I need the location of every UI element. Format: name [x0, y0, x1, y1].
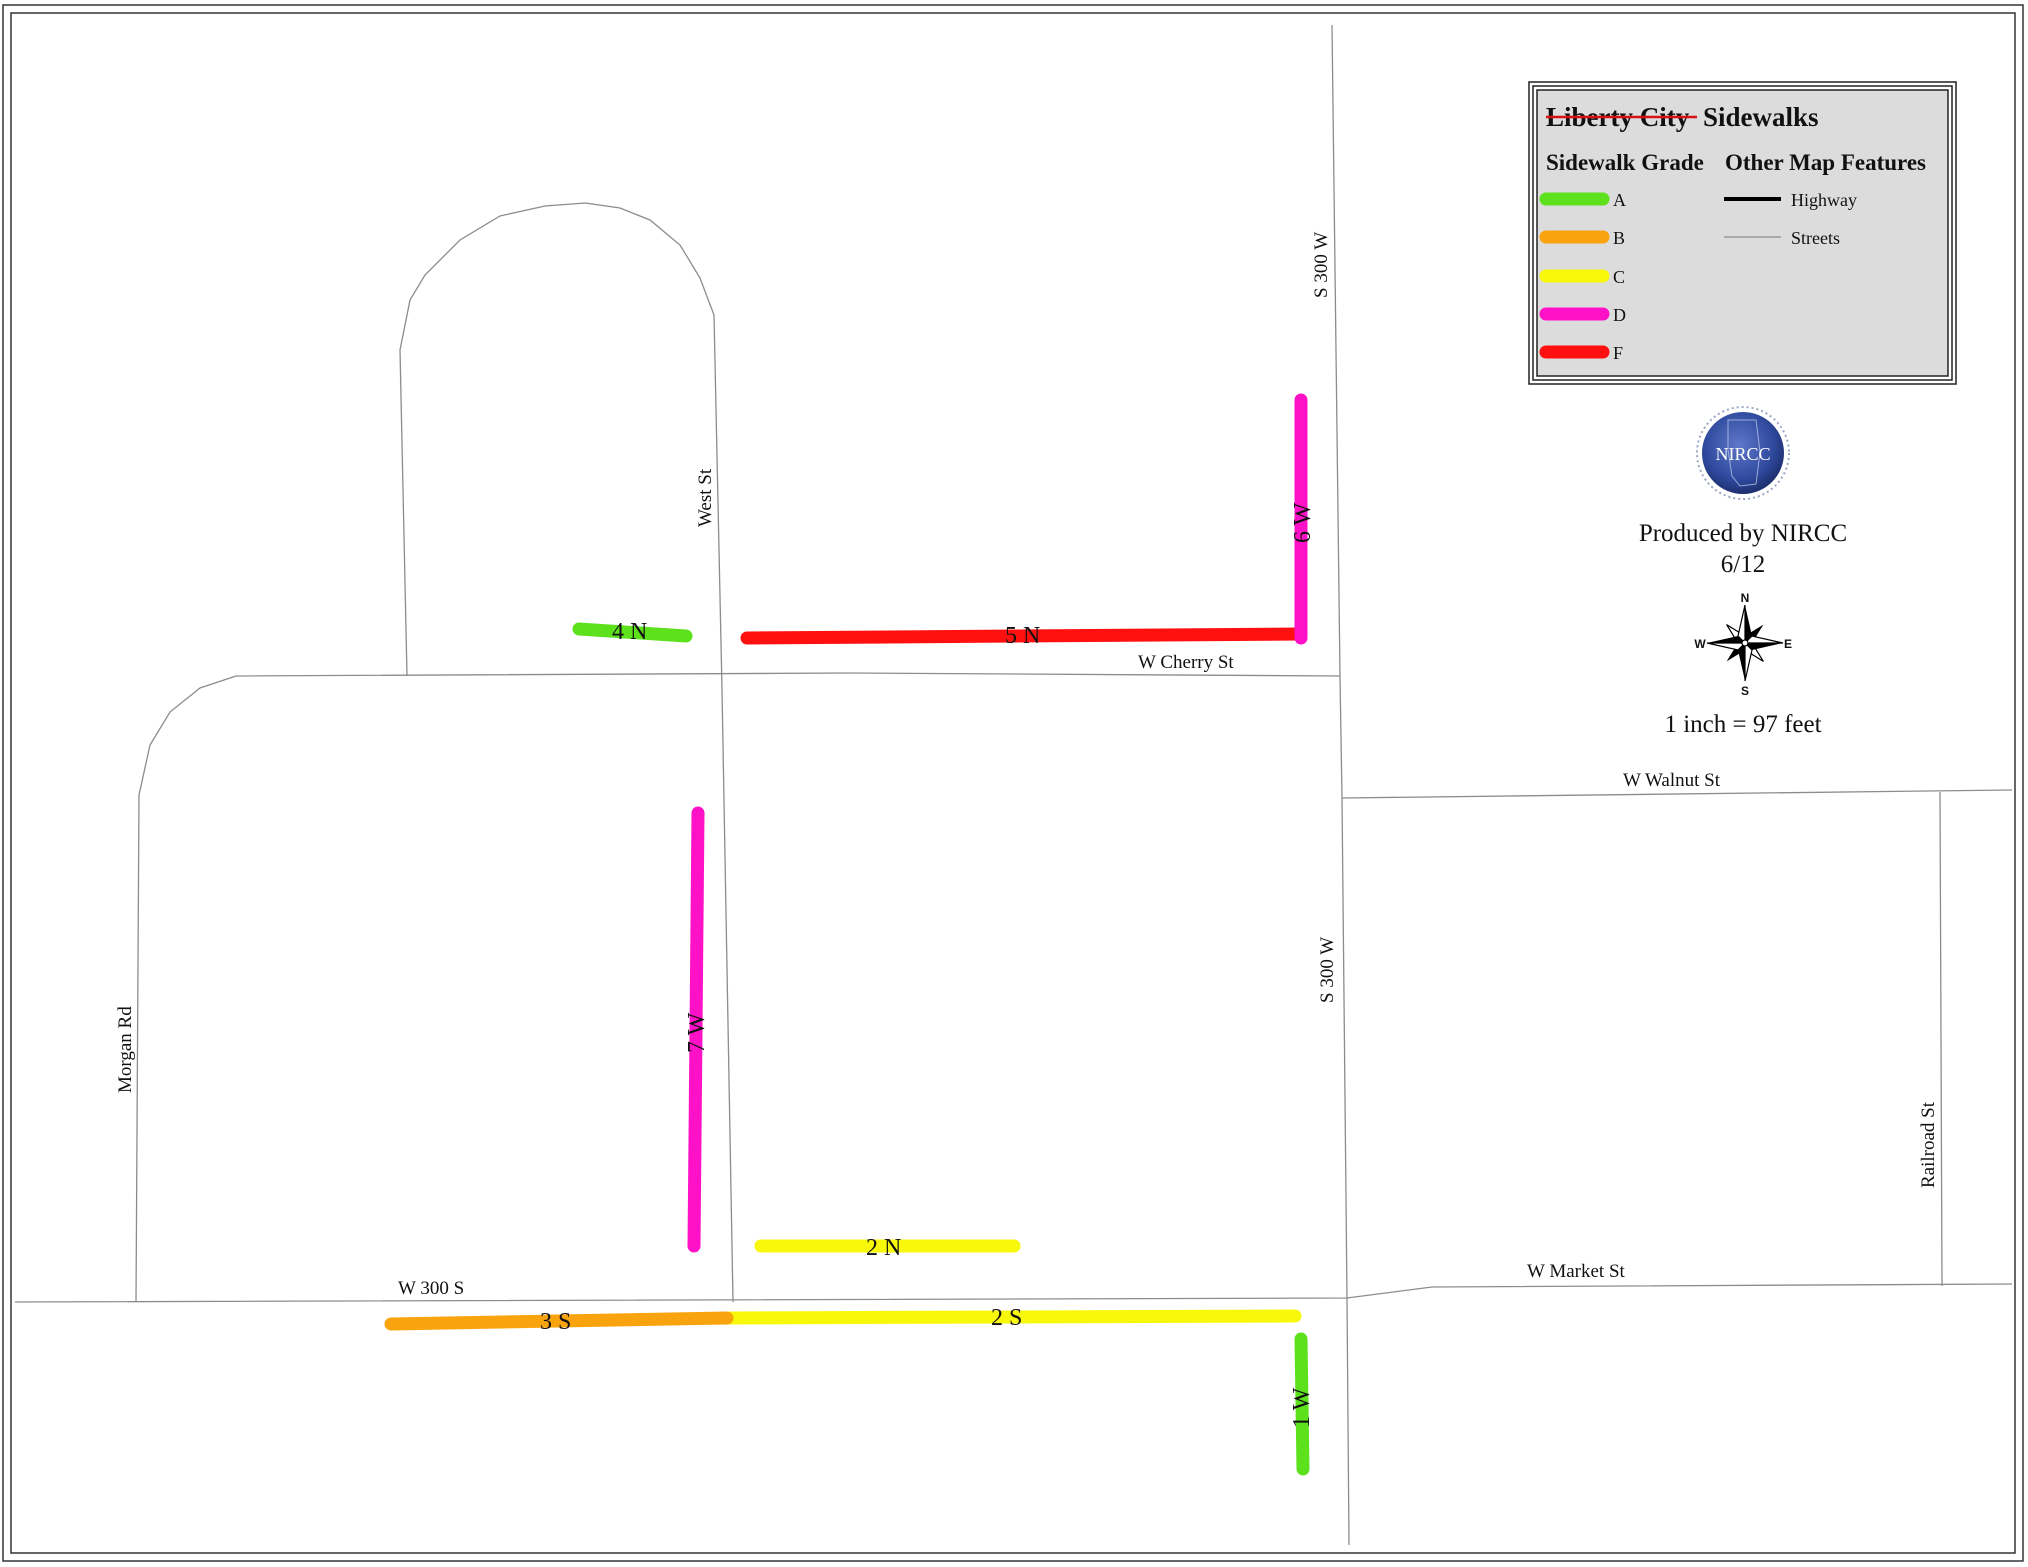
w-walnut-st-line [1341, 789, 2013, 799]
segment-label-2s: 2 S [991, 1305, 1022, 1331]
s-300-w-line [1331, 24, 1350, 1546]
compass-rose-icon: N S E W [1694, 591, 1792, 698]
legend-grade-c-label: C [1613, 267, 1625, 287]
segment-label-4n: 4 N [612, 619, 647, 645]
street-labels: Morgan Rd West St S 300 W S 300 W Railro… [115, 232, 1939, 1299]
sidewalk-segment-4n[interactable] [572, 622, 693, 643]
legend-grade-f-label: F [1613, 343, 1623, 363]
streets [14, 24, 2013, 1546]
morgan-rd-line [135, 672, 1341, 1303]
legend-features-list: Highway Streets [1724, 190, 1857, 248]
segment-label-3s: 3 S [540, 1309, 571, 1335]
compass-w-label: W [1694, 637, 1706, 651]
cul-de-sac-street [399, 202, 734, 1303]
street-label-w-300-s: W 300 S [398, 1278, 464, 1299]
sidewalk-segment-7w[interactable] [687, 806, 705, 1253]
map-frame-inner [10, 12, 2016, 1554]
compass-s-label: S [1741, 684, 1749, 698]
compass-e-label: E [1784, 637, 1792, 651]
scale-text: 1 inch = 97 feet [1664, 711, 1821, 738]
compass-n-label: N [1741, 591, 1750, 605]
street-label-s-300-w-south: S 300 W [1317, 937, 1338, 1003]
logo-text: NIRCC [1715, 444, 1770, 464]
legend-feature-streets-label: Streets [1791, 228, 1840, 248]
sidewalk-segments [384, 393, 1310, 1476]
logo-state-outline [1727, 419, 1761, 487]
street-label-w-market-st: W Market St [1527, 1261, 1626, 1282]
legend-grade-d-label: D [1613, 305, 1626, 325]
street-label-morgan-rd: Morgan Rd [115, 1006, 136, 1093]
legend-box: Liberty City Sidewalks Sidewalk Grade Ot… [1528, 81, 1957, 385]
map-frame-outer [2, 4, 2024, 1562]
legend-title-rest: Sidewalks [1703, 102, 1819, 132]
sidewalk-segment-3s[interactable] [384, 1311, 734, 1331]
segment-label-6w: 6 W [1290, 502, 1316, 543]
legend-grade-a-label: A [1613, 190, 1626, 210]
legend-feature-highway-label: Highway [1791, 190, 1857, 210]
legend-grade-b-label: B [1613, 228, 1625, 248]
sidewalk-segment-1w[interactable] [1294, 1332, 1310, 1476]
nircc-logo: NIRCC [1696, 406, 1790, 500]
sidewalk-segment-5n[interactable] [740, 627, 1307, 645]
sidewalk-segment-2s[interactable] [720, 1309, 1302, 1325]
segment-label-5n: 5 N [1005, 623, 1040, 649]
w-300-s-line [14, 1283, 2013, 1303]
segment-label-7w: 7 W [684, 1012, 710, 1053]
legend-grade-list: A B C D F [1539, 190, 1626, 363]
logo-disc [1702, 412, 1784, 494]
railroad-st-line [1939, 791, 1943, 1287]
legend-grade-header: Sidewalk Grade [1546, 150, 1704, 175]
street-label-w-walnut-st: W Walnut St [1623, 770, 1721, 791]
street-label-railroad-st: Railroad St [1918, 1101, 1939, 1188]
legend-features-header: Other Map Features [1725, 150, 1926, 175]
segment-label-1w: 1 W [1289, 1387, 1315, 1428]
produced-date-text: 6/12 [1721, 551, 1765, 578]
street-label-w-cherry-st: W Cherry St [1138, 652, 1234, 673]
street-label-west-st: West St [695, 468, 716, 527]
produced-by-text: Produced by NIRCC [1639, 520, 1847, 547]
segment-labels: 4 N 5 N 6 W 7 W 2 N 3 S 2 S 1 W [540, 502, 1316, 1428]
segment-label-2n: 2 N [866, 1235, 901, 1261]
street-label-s-300-w-north: S 300 W [1311, 232, 1332, 298]
